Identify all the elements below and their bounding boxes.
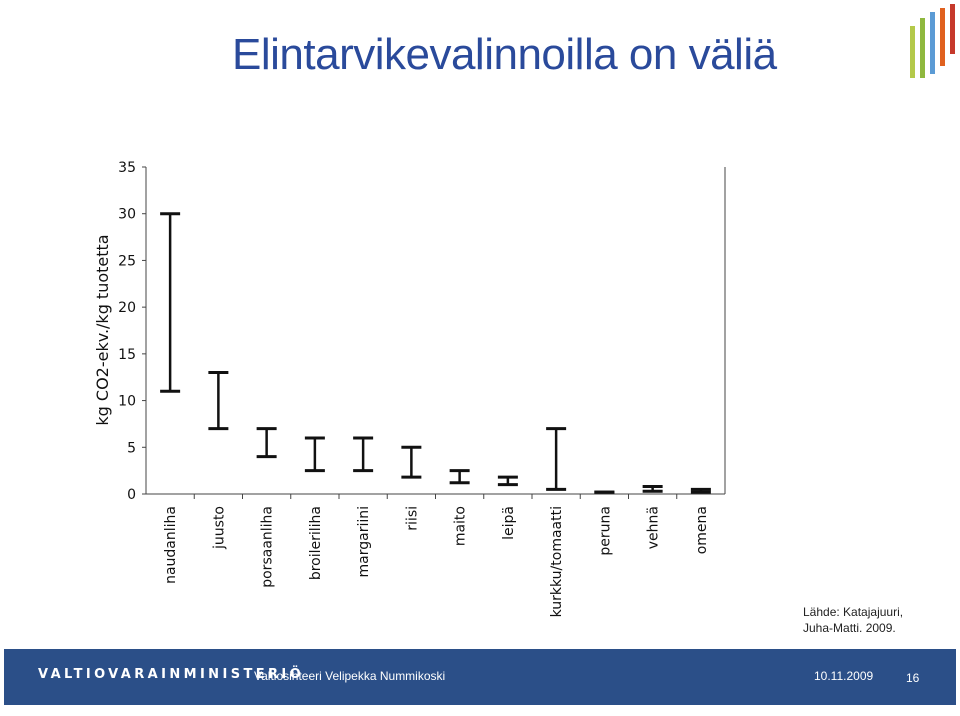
category-label: maito	[453, 506, 469, 546]
range-bar	[208, 371, 229, 431]
range-bar	[690, 487, 711, 494]
category-label: leipä	[501, 506, 517, 540]
category-label: vehnä	[646, 506, 662, 549]
range-bar	[160, 212, 181, 393]
logo-bar	[930, 12, 935, 74]
presenter-name: Valtiosihteeri Velipekka Nummikoski	[254, 669, 446, 683]
chart-axes	[142, 166, 726, 499]
chart-labels: 0 5 10 15 20 25 30 35 naudanliha juusto porsaanlih…	[93, 160, 710, 617]
logo-bar	[950, 4, 955, 54]
y-tick-label: 0	[127, 487, 136, 503]
slide-title: Elintarvikevalinnoilla on väliä	[232, 30, 777, 79]
category-label: broileriliha	[308, 506, 324, 580]
footer-bar: VALTIOVARAINMINISTERIÖ Valtiosihteeri Ve…	[4, 649, 956, 705]
range-bar	[642, 485, 663, 493]
range-bar	[304, 436, 325, 473]
y-tick-label: 15	[118, 347, 136, 363]
logo-bar	[920, 18, 925, 78]
chart-marks	[160, 212, 711, 494]
range-bar	[353, 436, 374, 473]
footer-date: 10.11.2009	[814, 669, 874, 683]
category-label: naudanliha	[163, 506, 179, 584]
y-tick-label: 30	[118, 207, 136, 223]
ministry-name: VALTIOVARAINMINISTERIÖ	[38, 667, 305, 682]
category-label: porsaanliha	[260, 506, 276, 588]
source-note: Lähde: Katajajuuri, Juha-Matti. 2009.	[803, 604, 903, 636]
category-label: omena	[694, 506, 710, 554]
y-axis-label: kg CO2-ekv./kg tuotetta	[93, 234, 112, 425]
category-label: riisi	[404, 506, 420, 531]
y-tick-label: 10	[118, 394, 136, 410]
category-label: juusto	[211, 506, 227, 550]
range-bar	[497, 475, 518, 487]
range-bar	[449, 469, 470, 485]
range-bar	[401, 445, 422, 479]
y-tick-label: 5	[127, 440, 136, 456]
y-tick-label: 25	[118, 253, 136, 269]
range-bar	[546, 427, 567, 491]
page-number: 16	[906, 671, 920, 685]
category-label: peruna	[597, 506, 613, 556]
logo-bar	[940, 8, 945, 66]
y-tick-label: 20	[118, 300, 136, 316]
source-line-2: Juha-Matti. 2009.	[803, 621, 896, 635]
category-label: margariini	[356, 506, 372, 578]
y-tick-label: 35	[118, 160, 136, 176]
source-line-1: Lähde: Katajajuuri,	[803, 605, 904, 619]
range-bar	[256, 427, 277, 459]
category-label: kurkku/tomaatti	[549, 506, 565, 617]
logo-bar	[910, 26, 915, 78]
logo-bars-icon	[910, 4, 955, 78]
